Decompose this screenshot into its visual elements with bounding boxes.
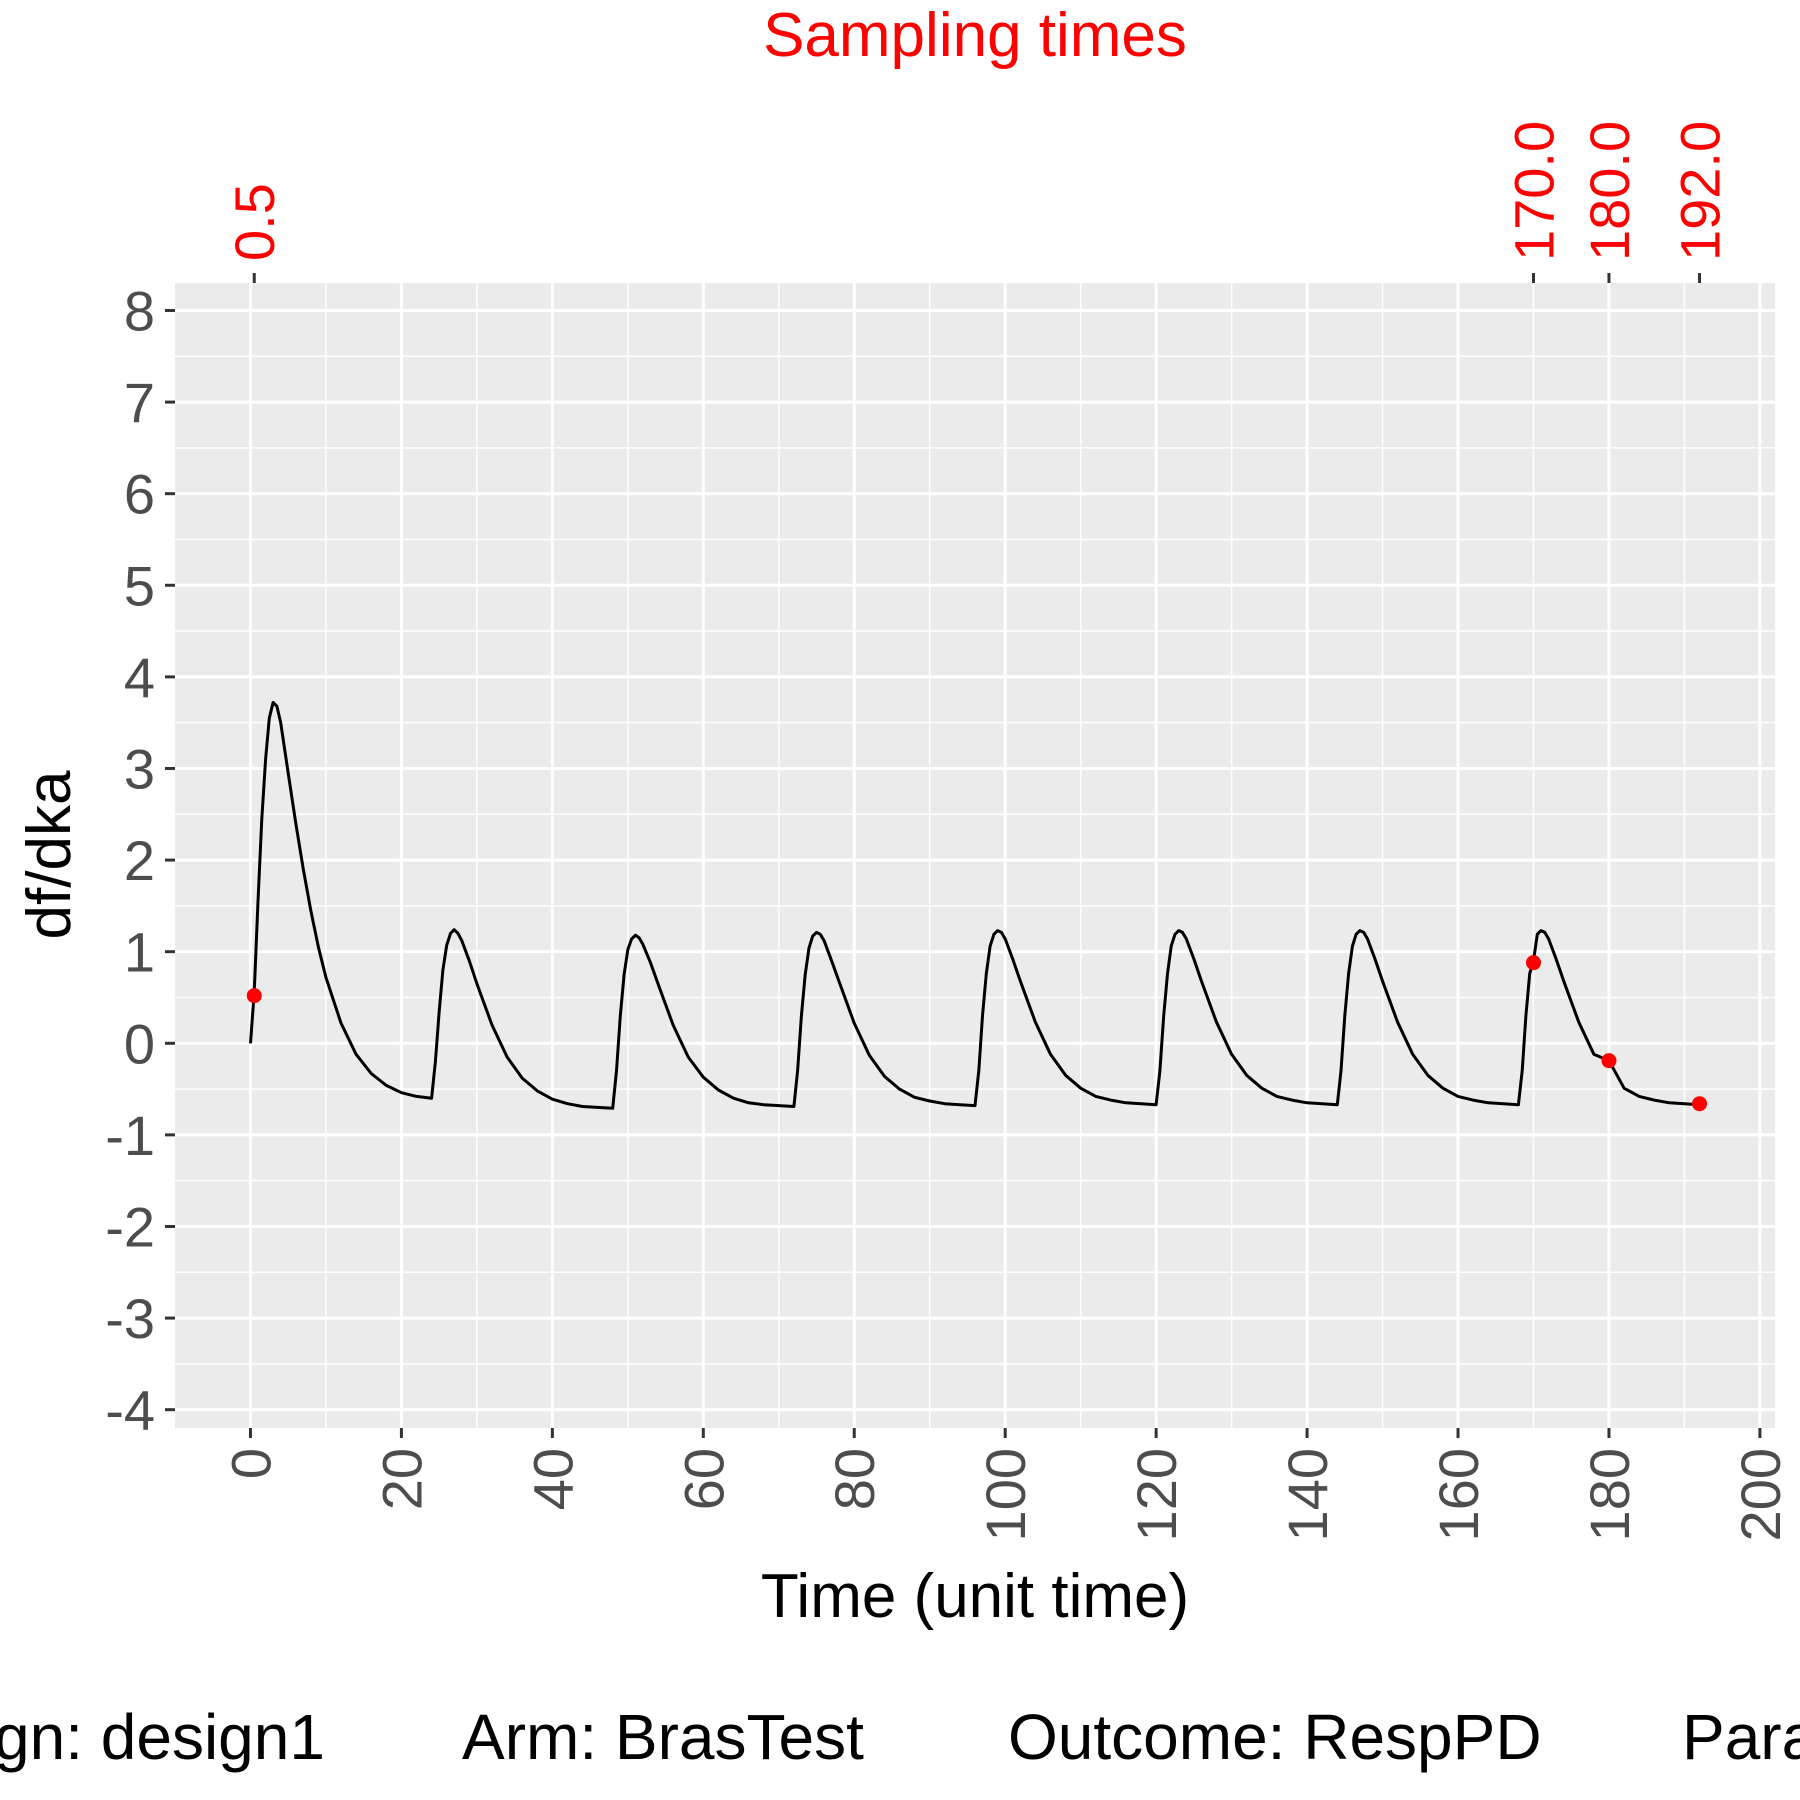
x-tick-label: 160 <box>1427 1448 1490 1541</box>
plot-panel <box>175 283 1775 1428</box>
y-tick-label: 6 <box>124 463 155 526</box>
sampling-tick-label: 170.0 <box>1502 121 1565 261</box>
x-tick-label: 140 <box>1276 1448 1339 1541</box>
chart-title: Sampling times <box>763 1 1187 70</box>
x-tick-label: 0 <box>219 1448 282 1479</box>
chart: -4 -3 -2 -1 0 1 2 3 4 5 6 7 8 0 20 40 60 80 100 120 140 160 1… <box>15 1 1792 1631</box>
x-tick-label: 40 <box>521 1448 584 1510</box>
series-line <box>249 701 1700 1110</box>
x-tick-label: 120 <box>1125 1448 1188 1541</box>
x-axis: 0 20 40 60 80 100 120 140 160 180 200 <box>219 1428 1792 1541</box>
sampling-times-axis: 0.5 170.0 180.0 192.0 <box>223 121 1732 283</box>
footer-design: gn: design1 <box>0 1701 325 1773</box>
x-axis-title: Time (unit time) <box>761 1562 1189 1631</box>
sampling-point <box>1525 955 1541 971</box>
sampling-tick-label: 0.5 <box>223 183 286 261</box>
sampling-tick-label: 192.0 <box>1669 121 1732 261</box>
footer: gn: design1 Arm: BrasTest Outcome: RespP… <box>0 1700 1800 1780</box>
sampling-point <box>246 988 262 1004</box>
x-tick-label: 60 <box>672 1448 735 1510</box>
x-tick-label: 80 <box>823 1448 886 1510</box>
sampling-point <box>1601 1053 1617 1069</box>
y-tick-label: 1 <box>124 921 155 984</box>
y-tick-label: 3 <box>124 737 155 800</box>
x-tick-label: 180 <box>1578 1448 1641 1541</box>
footer-arm: Arm: BrasTest <box>462 1701 864 1773</box>
y-tick-label: -3 <box>105 1287 155 1350</box>
y-tick-label: 7 <box>124 371 155 434</box>
y-tick-label: 5 <box>124 554 155 617</box>
y-tick-label: 8 <box>124 279 155 342</box>
grid-minor <box>175 283 1775 1428</box>
y-tick-label: 2 <box>124 829 155 892</box>
grid-major <box>175 283 1775 1428</box>
y-tick-label: -4 <box>105 1379 155 1442</box>
y-tick-label: -1 <box>105 1104 155 1167</box>
x-tick-label: 20 <box>370 1448 433 1510</box>
y-tick-label: 4 <box>124 646 155 709</box>
footer-outcome: Outcome: RespPD <box>1008 1701 1542 1773</box>
sampling-points <box>246 955 1708 1112</box>
x-tick-label: 200 <box>1729 1448 1792 1541</box>
x-tick-label: 100 <box>974 1448 1037 1541</box>
sampling-point <box>1692 1096 1708 1112</box>
footer-parameter: Para <box>1682 1701 1800 1773</box>
y-tick-label: -2 <box>105 1195 155 1258</box>
sampling-tick-label: 180.0 <box>1578 121 1641 261</box>
y-axis-title: df/dka <box>15 770 84 939</box>
y-tick-label: 0 <box>124 1012 155 1075</box>
y-axis: -4 -3 -2 -1 0 1 2 3 4 5 6 7 8 <box>105 279 175 1442</box>
